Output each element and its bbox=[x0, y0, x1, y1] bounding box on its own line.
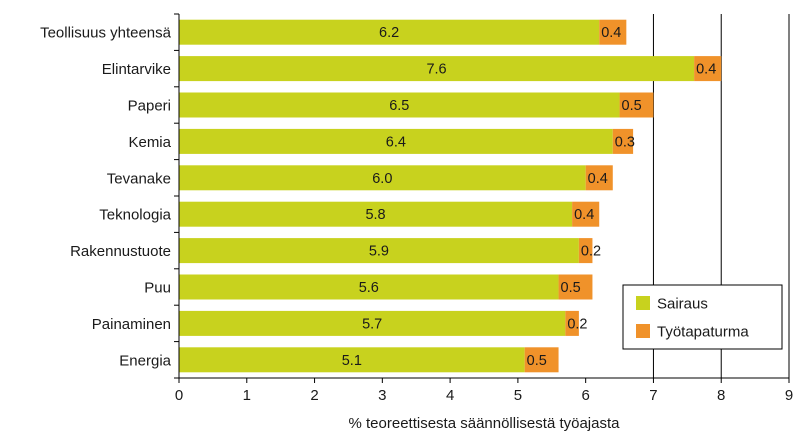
category-label-2: Paperi bbox=[128, 98, 171, 115]
category-label-5: Teknologia bbox=[99, 207, 171, 224]
bar-sairaus-3 bbox=[179, 128, 613, 154]
data-label-tyotapaturma-5: 0.4 bbox=[574, 207, 594, 223]
x-tick-label-6: 6 bbox=[581, 387, 589, 404]
legend-label-sairaus: Sairaus bbox=[657, 296, 708, 313]
bars: 6.2 0.4 7.6 0.4 6.5 0.5 6.4 0.3 6.0 0.4 5.8 0.4 5.9 0… bbox=[179, 19, 722, 373]
x-tick-label-1: 1 bbox=[243, 387, 251, 404]
data-label-tyotapaturma-9: 0.5 bbox=[527, 353, 547, 369]
category-label-4: Tevanake bbox=[107, 170, 171, 187]
bar-tyotapaturma-1 bbox=[694, 56, 722, 82]
x-tick-label-0: 0 bbox=[175, 387, 183, 404]
category-label-9: Energia bbox=[119, 352, 171, 369]
x-tick-label-2: 2 bbox=[310, 387, 318, 404]
bar-tyotapaturma-7 bbox=[558, 274, 593, 300]
data-label-sairaus-0: 6.2 bbox=[379, 25, 399, 41]
bar-sairaus-8 bbox=[179, 310, 566, 336]
bar-sairaus-2 bbox=[179, 92, 620, 118]
bar-tyotapaturma-4 bbox=[585, 165, 613, 191]
bar-sairaus-7 bbox=[179, 274, 559, 300]
bar-sairaus-1 bbox=[179, 56, 695, 82]
data-label-sairaus-5: 5.8 bbox=[365, 207, 385, 223]
data-label-tyotapaturma-2: 0.5 bbox=[622, 98, 642, 114]
bar-tyotapaturma-3 bbox=[612, 128, 634, 154]
category-label-7: Puu bbox=[144, 280, 171, 297]
data-label-sairaus-9: 5.1 bbox=[342, 353, 362, 369]
bar-tyotapaturma-5 bbox=[572, 201, 600, 227]
x-tick-label-8: 8 bbox=[717, 387, 725, 404]
x-tick-label-3: 3 bbox=[378, 387, 386, 404]
bar-sairaus-0 bbox=[179, 19, 600, 45]
x-tick-label-9: 9 bbox=[785, 387, 793, 404]
bar-tyotapaturma-6 bbox=[578, 238, 593, 264]
category-label-3: Kemia bbox=[128, 134, 171, 151]
bar-sairaus-6 bbox=[179, 238, 579, 264]
bar-sairaus-9 bbox=[179, 347, 525, 373]
x-tick-label-5: 5 bbox=[514, 387, 522, 404]
category-label-1: Elintarvike bbox=[102, 61, 171, 78]
category-labels: Teollisuus yhteensä Elintarvike Paperi Kemi… bbox=[40, 13, 179, 379]
category-label-8: Painaminen bbox=[92, 316, 171, 333]
bar-tyotapaturma-2 bbox=[619, 92, 654, 118]
data-label-tyotapaturma-3: 0.3 bbox=[615, 134, 635, 150]
bar-tyotapaturma-0 bbox=[599, 19, 627, 45]
data-label-sairaus-8: 5.7 bbox=[362, 316, 382, 332]
category-label-0: Teollisuus yhteensä bbox=[40, 25, 172, 42]
bar-tyotapaturma-8 bbox=[565, 310, 579, 336]
legend-box bbox=[622, 284, 783, 350]
x-axis-title: % teoreettisesta säännöllisestä työajast… bbox=[349, 415, 621, 432]
data-label-sairaus-4: 6.0 bbox=[372, 171, 392, 187]
category-label-6: Rakennustuote bbox=[70, 243, 171, 260]
legend: Sairaus Työtapaturma bbox=[622, 284, 783, 350]
legend-swatch-sairaus bbox=[636, 296, 650, 310]
x-tick-label-7: 7 bbox=[649, 387, 657, 404]
data-label-tyotapaturma-7: 0.5 bbox=[561, 280, 581, 296]
x-ticks: 0 1 2 3 4 5 6 7 8 9 bbox=[175, 378, 793, 404]
bar-tyotapaturma-9 bbox=[524, 347, 559, 373]
bar-sairaus-5 bbox=[179, 201, 573, 227]
legend-swatch-tyotapaturma bbox=[636, 324, 650, 338]
data-label-tyotapaturma-1: 0.4 bbox=[696, 62, 716, 78]
bar-sairaus-4 bbox=[179, 165, 586, 191]
data-label-sairaus-6: 5.9 bbox=[369, 244, 389, 260]
data-label-sairaus-7: 5.6 bbox=[359, 280, 379, 296]
data-label-tyotapaturma-0: 0.4 bbox=[601, 25, 621, 41]
data-label-tyotapaturma-6: 0.2 bbox=[581, 244, 601, 260]
legend-label-tyotapaturma: Työtapaturma bbox=[657, 324, 749, 341]
data-label-sairaus-1: 7.6 bbox=[426, 62, 446, 78]
data-label-tyotapaturma-4: 0.4 bbox=[588, 171, 608, 187]
x-tick-label-4: 4 bbox=[446, 387, 454, 404]
data-label-tyotapaturma-8: 0.2 bbox=[567, 316, 587, 332]
data-label-sairaus-3: 6.4 bbox=[386, 134, 406, 150]
data-label-sairaus-2: 6.5 bbox=[389, 98, 409, 114]
